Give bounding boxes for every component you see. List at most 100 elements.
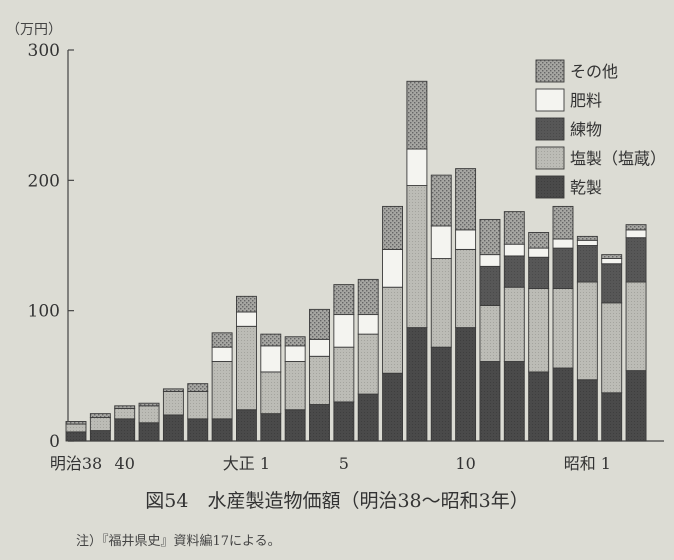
bar-segment-1 <box>406 327 428 442</box>
x-tick-label: 昭和 1 <box>564 454 611 473</box>
bar-segment-1 <box>260 413 282 442</box>
bar-segment-5 <box>260 333 282 347</box>
bar-segment-1 <box>601 392 623 442</box>
bar-segment-4 <box>357 314 379 335</box>
bar-segment-3 <box>503 255 525 288</box>
bar-segment-5 <box>187 383 209 392</box>
legend-swatch <box>535 117 565 141</box>
bar-segment-4 <box>260 345 282 373</box>
bar-segment-1 <box>455 327 477 442</box>
bar-segment-5 <box>235 295 257 313</box>
bar-segment-5 <box>382 205 403 250</box>
bar-segment-2 <box>235 325 257 411</box>
bar-segment-4 <box>382 248 403 288</box>
bar-segment-4 <box>333 314 355 348</box>
bar-segment-2 <box>65 423 87 433</box>
bar-segment-1 <box>528 371 550 442</box>
legend-label: 肥料 <box>570 91 602 110</box>
x-tick-label: 10 <box>455 454 475 473</box>
bar-segment-1 <box>430 346 452 442</box>
bar-segment-1 <box>625 370 647 442</box>
legend-label: 乾製 <box>570 178 602 197</box>
bar-segment-2 <box>382 286 403 374</box>
bar-segment-2 <box>552 288 574 369</box>
bar-segment-1 <box>65 431 87 442</box>
bar-segment-5 <box>138 402 160 407</box>
bar-segment-1 <box>479 361 501 442</box>
bar-segment-2 <box>138 405 160 424</box>
bar-segment-5 <box>601 254 623 259</box>
bar-segment-4 <box>406 148 428 186</box>
y-tick-label: 300 <box>28 41 60 61</box>
bar-segment-3 <box>479 265 501 306</box>
axes: （万円） 0 100 200 300 明治38 40 大正 1 5 10 昭和 1 <box>6 22 664 473</box>
bar-segment-5 <box>552 205 574 240</box>
bar-segment-1 <box>89 430 111 442</box>
y-tick-label: 100 <box>28 302 60 322</box>
bar-segment-2 <box>576 281 598 381</box>
bar-segment-5 <box>284 336 306 347</box>
bar-segment-2 <box>430 258 452 348</box>
bar-segment-1 <box>284 409 306 442</box>
bar-segment-2 <box>528 288 550 373</box>
x-tick-label: 明治38 <box>50 454 102 473</box>
bar-segment-1 <box>552 367 574 442</box>
legend-swatch <box>535 175 565 199</box>
bar-segment-4 <box>479 254 501 267</box>
bar-segment-1 <box>162 414 184 442</box>
bar-segment-3 <box>625 237 647 283</box>
bar-segment-4 <box>235 311 257 327</box>
bar-segment-5 <box>503 211 525 245</box>
bar-segment-3 <box>601 263 623 304</box>
bar-segment-2 <box>114 407 136 420</box>
bar-segment-4 <box>576 239 598 246</box>
x-tick-label: 5 <box>339 454 349 473</box>
bar-segment-5 <box>455 168 477 231</box>
bars <box>65 80 647 442</box>
bar-segment-4 <box>284 345 306 362</box>
bar-segment-3 <box>528 256 550 289</box>
bar-segment-2 <box>333 346 355 403</box>
bar-segment-5 <box>114 405 136 409</box>
y-tick-label: 200 <box>28 171 60 191</box>
bar-segment-2 <box>162 391 184 416</box>
bar-segment-2 <box>406 185 428 329</box>
bar-segment-5 <box>406 80 428 150</box>
bar-segment-4 <box>552 238 574 249</box>
x-tick-label: 大正 1 <box>223 454 270 473</box>
bar-segment-5 <box>65 421 87 425</box>
bar-segment-5 <box>211 332 233 348</box>
bar-segment-2 <box>503 286 525 362</box>
bar-segment-2 <box>89 417 111 432</box>
bar-segment-4 <box>503 243 525 257</box>
bar-segment-2 <box>625 281 647 372</box>
bar-segment-2 <box>455 248 477 329</box>
x-tick-label: 40 <box>115 454 135 473</box>
legend-label: その他 <box>570 62 618 81</box>
bar-segment-5 <box>333 284 355 316</box>
bar-segment-5 <box>625 224 647 231</box>
bar-segment-3 <box>576 245 598 283</box>
bar-segment-1 <box>211 418 233 442</box>
bar-segment-1 <box>576 379 598 442</box>
bar-segment-5 <box>89 413 111 418</box>
bar-segment-4 <box>211 346 233 362</box>
bar-segment-1 <box>309 404 330 442</box>
legend-swatch <box>535 88 565 112</box>
bar-segment-4 <box>625 229 647 239</box>
bar-segment-1 <box>333 401 355 442</box>
y-unit-label: （万円） <box>6 22 62 38</box>
bar-segment-1 <box>382 372 403 442</box>
legend-label: 練物 <box>570 120 602 139</box>
bar-segment-5 <box>357 278 379 316</box>
bar-segment-1 <box>357 393 379 442</box>
bar-segment-1 <box>138 422 160 442</box>
bar-segment-4 <box>430 225 452 259</box>
legend-swatch <box>535 146 565 170</box>
bar-segment-2 <box>357 333 379 395</box>
bar-segment-2 <box>211 361 233 420</box>
chart-caption: 図54 水産製造物価額（明治38〜昭和3年） <box>145 490 529 512</box>
bar-segment-1 <box>187 418 209 442</box>
